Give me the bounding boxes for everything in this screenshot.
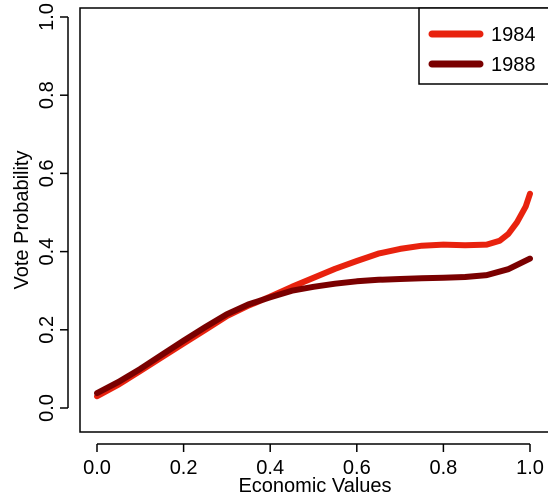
y-tick-label: 0.8 bbox=[36, 81, 58, 109]
legend-label-1984: 1984 bbox=[491, 24, 536, 46]
series-layer bbox=[94, 190, 533, 400]
x-tick-label: 0.8 bbox=[429, 457, 457, 479]
x-tick-label: 1.0 bbox=[516, 457, 544, 479]
series-line-1988 bbox=[94, 255, 533, 397]
x-tick-label: 0.4 bbox=[256, 457, 284, 479]
x-axis: 0.0 0.2 0.4 0.6 0.8 1.0 bbox=[83, 443, 544, 479]
y-tick-label: 0.4 bbox=[36, 238, 58, 266]
x-tick-label: 0.0 bbox=[83, 457, 111, 479]
y-tick-label: 0.0 bbox=[36, 394, 58, 422]
legend-label-1988: 1988 bbox=[491, 54, 536, 76]
x-tick-label: 0.6 bbox=[343, 457, 371, 479]
y-axis: 0.0 0.2 0.4 0.6 0.8 1.0 bbox=[36, 3, 69, 422]
y-tick-label: 1.0 bbox=[36, 3, 58, 31]
y-tick-label: 0.2 bbox=[36, 316, 58, 344]
legend: 1984 1988 bbox=[418, 7, 548, 85]
series-line-1984 bbox=[94, 190, 533, 400]
y-axis-title: Vote Probability bbox=[11, 151, 33, 290]
legend-box bbox=[418, 7, 548, 85]
x-axis-title: Economic Values bbox=[238, 475, 391, 497]
y-tick-label: 0.6 bbox=[36, 159, 58, 187]
x-tick-label: 0.2 bbox=[170, 457, 198, 479]
plot-frame bbox=[79, 7, 548, 433]
